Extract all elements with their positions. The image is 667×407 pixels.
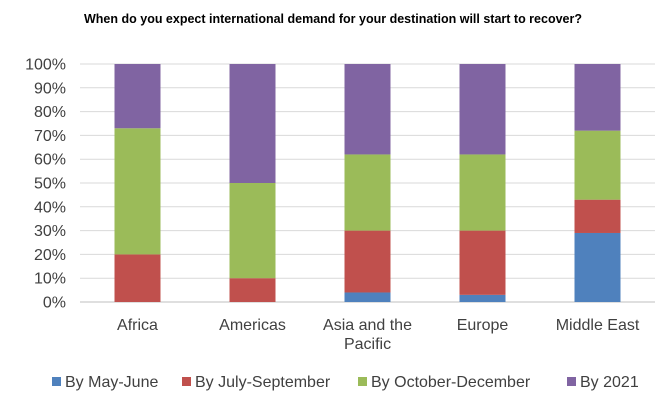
legend-label: By October-December	[371, 374, 531, 391]
y-tick-label: 50%	[34, 176, 66, 193]
bar-segment	[344, 230, 391, 293]
bar-segment	[459, 294, 506, 302]
x-tick-label: Europe	[457, 317, 509, 334]
y-tick-label: 10%	[34, 271, 66, 288]
chart-title: When do you expect international demand …	[84, 12, 582, 26]
bar-segment	[114, 64, 161, 129]
bar-segment	[574, 130, 621, 200]
bar-segment	[459, 154, 506, 231]
y-tick-label: 0%	[43, 295, 66, 312]
x-tick-label: Africa	[117, 317, 158, 334]
legend-swatch	[567, 377, 576, 386]
y-axis: 0% 10% 20% 30% 40% 50% 60% 70% 80% 90% 100%	[25, 57, 66, 312]
bar-segment	[574, 232, 621, 302]
x-tick-label: Middle East	[556, 317, 640, 334]
legend-swatch	[182, 377, 191, 386]
bar-segment	[229, 278, 276, 302]
x-tick-label: Americas	[219, 317, 286, 334]
legend: By May-June By July-September By October-D…	[52, 374, 639, 391]
x-axis: Africa Americas Asia and the Pacific Europe M…	[117, 317, 640, 353]
x-tick-label: Asia and the Pacific	[323, 317, 412, 353]
y-tick-label: 80%	[34, 104, 66, 121]
legend-label: By 2021	[580, 374, 639, 391]
bar-segment	[574, 199, 621, 233]
bar-segment	[574, 64, 621, 131]
bar-segment	[114, 254, 161, 302]
y-tick-label: 20%	[34, 247, 66, 264]
bar-segment	[114, 128, 161, 255]
legend-label: By July-September	[195, 374, 331, 391]
y-tick-label: 30%	[34, 223, 66, 240]
bar-segment	[344, 154, 391, 231]
legend-swatch	[52, 377, 61, 386]
bar-segment	[344, 64, 391, 155]
bar-segment	[229, 64, 276, 183]
legend-swatch	[358, 377, 367, 386]
y-tick-label: 100%	[25, 57, 66, 74]
legend-label: By May-June	[65, 374, 158, 391]
y-tick-label: 70%	[34, 128, 66, 145]
y-tick-label: 90%	[34, 80, 66, 97]
bar-segment	[344, 292, 391, 302]
bar-layer	[114, 64, 621, 302]
bar-segment	[459, 64, 506, 155]
bar-segment	[229, 183, 276, 279]
bar-segment	[459, 230, 506, 295]
y-tick-label: 60%	[34, 152, 66, 169]
y-tick-label: 40%	[34, 199, 66, 216]
